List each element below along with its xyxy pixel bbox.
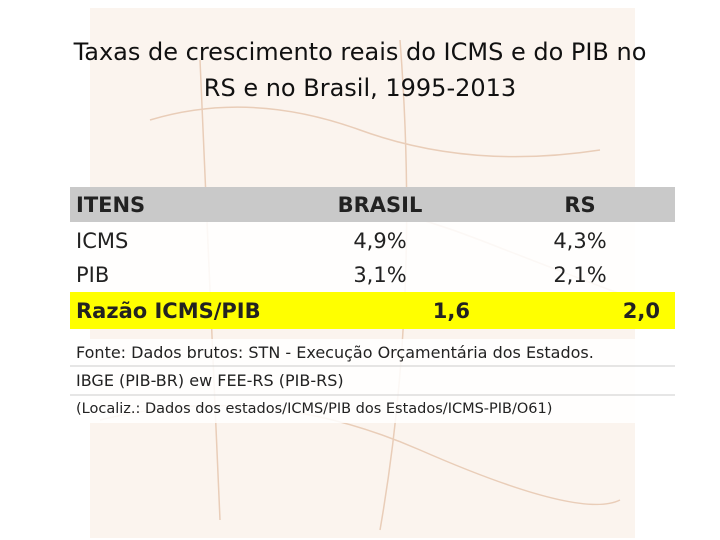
header-cell: RS — [564, 193, 596, 217]
cell: 4,3% — [553, 229, 607, 253]
header-cell: BRASIL — [337, 193, 423, 217]
highlight-label: Razão ICMS/PIB — [76, 299, 261, 323]
highlight-cell: 1,6 — [432, 299, 470, 323]
notes-band — [70, 339, 675, 423]
note: Fonte: Dados brutos: STN - Execução Orça… — [76, 343, 594, 362]
cell: 2,1% — [553, 263, 607, 287]
cell: 4,9% — [353, 229, 407, 253]
row-label: PIB — [76, 263, 110, 287]
highlight-band — [70, 292, 675, 329]
title-line: Taxas de crescimento reais do ICMS e do … — [73, 38, 647, 66]
title-line: RS e no Brasil, 1995-2013 — [203, 74, 517, 102]
body-band — [70, 222, 675, 292]
header-band — [70, 187, 675, 222]
slide-title: Taxas de crescimento reais do ICMS e do … — [0, 34, 720, 106]
row-label: ICMS — [76, 229, 129, 253]
note: (Localiz.: Dados dos estados/ICMS/PIB do… — [76, 401, 553, 417]
header-cell: ITENS — [76, 193, 146, 217]
highlight-cell: 2,0 — [622, 299, 660, 323]
cell: 3,1% — [353, 263, 407, 287]
note: IBGE (PIB-BR) ew FEE-RS (PIB-RS) — [76, 371, 344, 390]
